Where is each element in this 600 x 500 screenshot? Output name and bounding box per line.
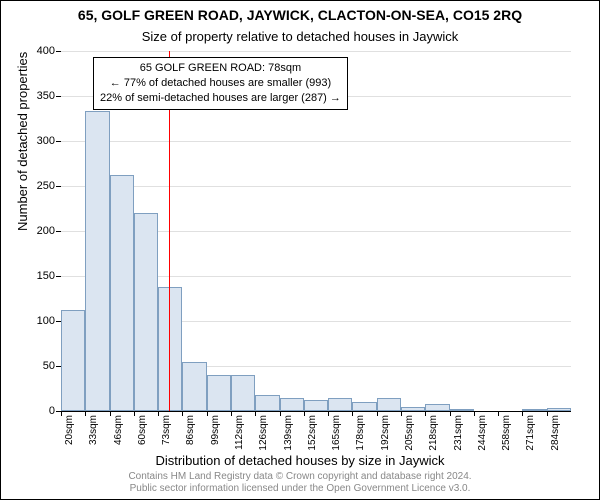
x-tick-label: 205sqm <box>404 415 415 451</box>
x-tick <box>110 411 111 416</box>
x-tick <box>328 411 329 416</box>
y-tick <box>56 51 61 52</box>
gridline <box>61 51 571 52</box>
histogram-bar <box>401 407 425 412</box>
x-tick <box>450 411 451 416</box>
y-axis-title-text: Number of detached properties <box>15 52 30 231</box>
histogram-bar <box>352 402 376 411</box>
histogram-bar <box>61 310 85 411</box>
chart-title: 65, GOLF GREEN ROAD, JAYWICK, CLACTON-ON… <box>1 7 599 23</box>
x-tick <box>547 411 548 416</box>
y-tick-label: 0 <box>49 405 55 417</box>
histogram-bar <box>450 409 474 411</box>
x-tick <box>280 411 281 416</box>
y-tick-label: 250 <box>37 180 55 192</box>
histogram-bar <box>231 375 255 411</box>
histogram-bar <box>255 395 279 411</box>
x-tick-label: 139sqm <box>283 415 294 451</box>
histogram-bar <box>304 400 328 411</box>
histogram-bar <box>110 175 134 411</box>
x-tick <box>474 411 475 416</box>
gridline <box>61 141 571 142</box>
x-tick-label: 284sqm <box>550 415 561 451</box>
y-tick <box>56 96 61 97</box>
x-tick <box>522 411 523 416</box>
y-tick <box>56 186 61 187</box>
x-tick <box>377 411 378 416</box>
x-tick-label: 244sqm <box>477 415 488 451</box>
x-tick-label: 20sqm <box>64 415 75 445</box>
x-tick-label: 46sqm <box>113 415 124 445</box>
x-tick <box>255 411 256 416</box>
x-tick-label: 165sqm <box>331 415 342 451</box>
x-tick-label: 271sqm <box>525 415 536 451</box>
y-axis-title: Number of detached properties <box>15 52 30 231</box>
annotation-line-3: 22% of semi-detached houses are larger (… <box>100 91 341 106</box>
x-tick <box>85 411 86 416</box>
footer-line-1: Contains HM Land Registry data © Crown c… <box>1 471 599 483</box>
x-tick-label: 126sqm <box>258 415 269 451</box>
x-tick <box>207 411 208 416</box>
plot-area: 05010015020025030035040020sqm33sqm46sqm6… <box>61 51 571 412</box>
annotation-line-1: 65 GOLF GREEN ROAD: 78sqm <box>100 61 341 76</box>
x-tick-label: 258sqm <box>501 415 512 451</box>
x-tick <box>134 411 135 416</box>
x-tick-label: 218sqm <box>428 415 439 451</box>
x-tick-label: 99sqm <box>210 415 221 445</box>
footer-line-2: Public sector information licensed under… <box>1 483 599 495</box>
y-tick <box>56 231 61 232</box>
annotation-line-2: ← 77% of detached houses are smaller (99… <box>100 76 341 91</box>
histogram-bar <box>85 111 109 411</box>
x-tick-label: 33sqm <box>88 415 99 445</box>
x-tick <box>182 411 183 416</box>
chart-footer: Contains HM Land Registry data © Crown c… <box>1 471 599 495</box>
histogram-bar <box>182 362 206 412</box>
x-tick-label: 86sqm <box>185 415 196 445</box>
x-tick-label: 192sqm <box>380 415 391 451</box>
x-tick <box>352 411 353 416</box>
x-axis-title: Distribution of detached houses by size … <box>1 453 599 468</box>
x-tick <box>304 411 305 416</box>
x-tick <box>61 411 62 416</box>
histogram-bar <box>547 408 571 411</box>
x-tick <box>158 411 159 416</box>
y-tick-label: 150 <box>37 270 55 282</box>
x-tick <box>231 411 232 416</box>
histogram-bar <box>377 398 401 412</box>
x-tick-label: 60sqm <box>137 415 148 445</box>
x-tick <box>498 411 499 416</box>
y-tick-label: 350 <box>37 90 55 102</box>
histogram-bar <box>134 213 158 411</box>
gridline <box>61 186 571 187</box>
x-tick <box>401 411 402 416</box>
histogram-bar <box>280 398 304 412</box>
chart-container: 65, GOLF GREEN ROAD, JAYWICK, CLACTON-ON… <box>0 0 600 500</box>
histogram-bar <box>207 375 231 411</box>
chart-subtitle: Size of property relative to detached ho… <box>1 29 599 44</box>
x-tick-label: 152sqm <box>307 415 318 451</box>
x-tick-label: 73sqm <box>161 415 172 445</box>
y-tick <box>56 276 61 277</box>
y-tick-label: 300 <box>37 135 55 147</box>
histogram-bar <box>522 409 546 411</box>
y-tick-label: 100 <box>37 315 55 327</box>
x-tick-label: 231sqm <box>453 415 464 451</box>
x-tick <box>425 411 426 416</box>
y-tick-label: 200 <box>37 225 55 237</box>
y-tick <box>56 141 61 142</box>
y-tick-label: 400 <box>37 45 55 57</box>
y-tick-label: 50 <box>43 360 55 372</box>
x-tick-label: 112sqm <box>234 415 245 450</box>
x-tick-label: 178sqm <box>355 415 366 451</box>
histogram-bar <box>328 398 352 412</box>
histogram-bar <box>425 404 449 411</box>
annotation-box: 65 GOLF GREEN ROAD: 78sqm← 77% of detach… <box>93 57 348 110</box>
